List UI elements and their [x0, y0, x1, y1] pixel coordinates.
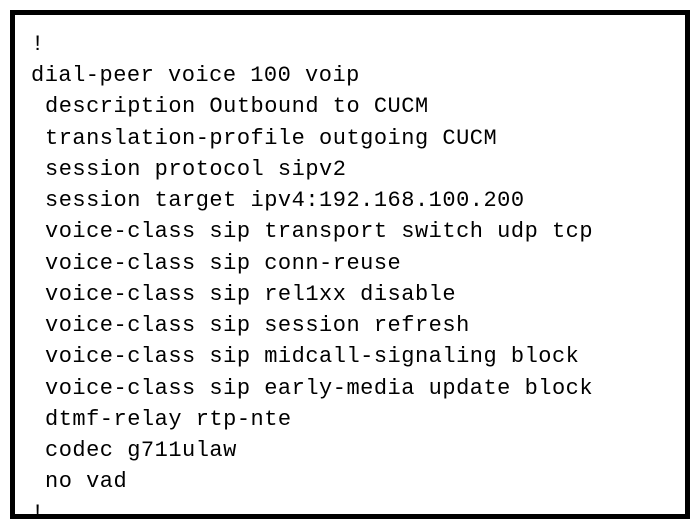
config-line: session protocol sipv2	[31, 154, 669, 185]
config-line: voice-class sip conn-reuse	[31, 248, 669, 279]
config-line: voice-class sip rel1xx disable	[31, 279, 669, 310]
config-line: translation-profile outgoing CUCM	[31, 123, 669, 154]
config-line: !	[31, 498, 669, 529]
config-line: voice-class sip transport switch udp tcp	[31, 216, 669, 247]
config-line: dial-peer voice 100 voip	[31, 60, 669, 91]
cli-config-block: ! dial-peer voice 100 voip description O…	[10, 10, 690, 519]
config-line: dtmf-relay rtp-nte	[31, 404, 669, 435]
config-line: session target ipv4:192.168.100.200	[31, 185, 669, 216]
config-line: !	[31, 29, 669, 60]
config-line: voice-class sip midcall-signaling block	[31, 341, 669, 372]
config-line: description Outbound to CUCM	[31, 91, 669, 122]
config-line: voice-class sip early-media update block	[31, 373, 669, 404]
config-line: codec g711ulaw	[31, 435, 669, 466]
config-line: voice-class sip session refresh	[31, 310, 669, 341]
config-line: no vad	[31, 466, 669, 497]
